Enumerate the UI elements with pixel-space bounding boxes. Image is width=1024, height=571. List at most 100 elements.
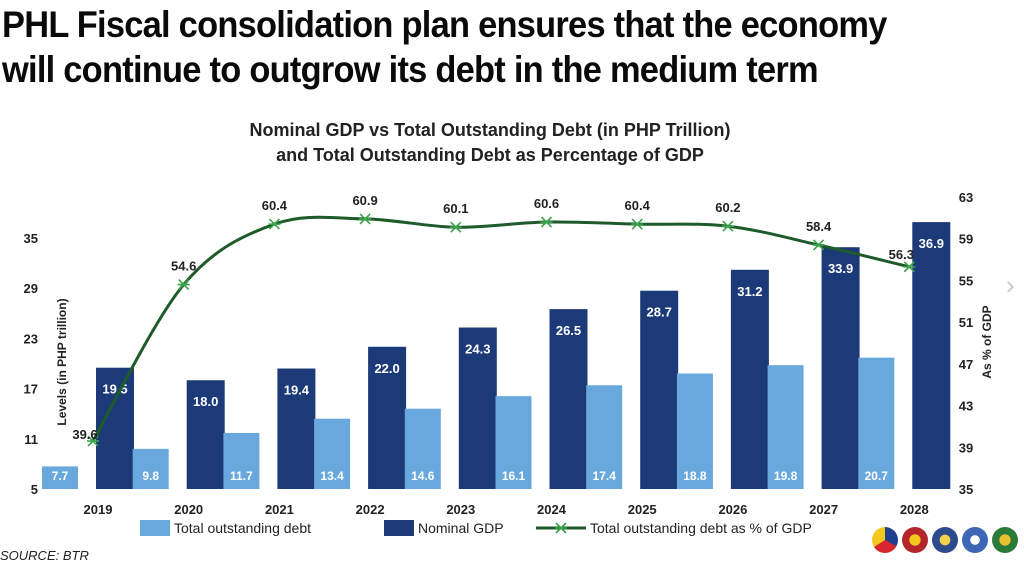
ratio-value-label: 60.1: [443, 201, 468, 216]
gdp-bar: [912, 222, 951, 489]
debt-value-label: 9.8: [142, 469, 159, 483]
ratio-point-marker: [87, 435, 99, 447]
category-label: 2022: [356, 502, 385, 517]
gdp-bar: [549, 309, 588, 489]
category-label: 2024: [537, 502, 567, 517]
chart-title-line-2: and Total Outstanding Debt as Percentage…: [276, 145, 704, 165]
seal-logo: [872, 527, 898, 553]
ratio-point-marker: [631, 218, 644, 230]
debt-value-label: 18.8: [683, 469, 707, 483]
debt-value-label: 14.6: [411, 469, 435, 483]
left-tick-label: 23: [24, 331, 38, 346]
left-axis-label: Levels (in PHP trillion): [55, 298, 69, 425]
category-label: 2028: [900, 502, 929, 517]
gdp-bar: [458, 327, 497, 489]
ratio-point-marker: [812, 239, 825, 251]
gdp-bar: [730, 269, 769, 489]
ratio-point-marker: [449, 221, 462, 233]
chart-title-line-1: Nominal GDP vs Total Outstanding Debt (i…: [249, 120, 731, 140]
category-label: 2027: [809, 502, 838, 517]
seal-logo: [932, 527, 958, 553]
ratio-value-label: 58.4: [806, 219, 832, 234]
debt-value-label: 19.8: [774, 469, 798, 483]
left-tick-label: 5: [31, 482, 38, 497]
ratio-point-marker: [540, 216, 553, 228]
gdp-bar: [368, 346, 407, 489]
ratio-value-label: 56.3: [889, 247, 914, 262]
category-label: 2021: [265, 502, 294, 517]
gdp-bar: [821, 247, 860, 489]
ratio-point-marker: [903, 261, 916, 273]
debt-bar: [495, 396, 532, 489]
debt-value-label: 20.7: [865, 469, 889, 483]
debt-bar: [314, 418, 351, 489]
ratio-value-label: 60.2: [715, 200, 740, 215]
gdp-value-label: 28.7: [647, 305, 672, 320]
right-tick-label: 39: [959, 440, 973, 455]
legend-label-ratio: Total outstanding debt as % of GDP: [590, 520, 812, 536]
ratio-value-label: 60.6: [534, 196, 559, 211]
debt-bar: [132, 448, 169, 489]
debt-bar: [223, 432, 260, 489]
legend-swatch-debt: [140, 520, 170, 536]
gdp-value-label: 18.0: [193, 394, 218, 409]
ratio-point-marker: [359, 213, 372, 225]
right-tick-label: 43: [959, 399, 973, 414]
debt-value-label: 11.7: [230, 469, 253, 483]
gdp-value-label: 36.9: [919, 236, 944, 251]
legend-marker-ratio: [555, 522, 567, 534]
right-tick-label: 51: [959, 315, 973, 330]
right-tick-label: 55: [959, 273, 973, 288]
right-tick-label: 63: [959, 190, 973, 205]
headline: PHL Fiscal consolidation plan ensures th…: [2, 2, 941, 92]
right-tick-label: 47: [959, 357, 973, 372]
category-label: 2023: [446, 502, 475, 517]
legend-label-debt: Total outstanding debt: [174, 520, 311, 536]
headline-line-1: PHL Fiscal consolidation plan ensures th…: [2, 4, 887, 45]
debt-value-label: 17.4: [593, 469, 617, 483]
debt-bar: [42, 466, 78, 489]
gdp-value-label: 33.9: [828, 261, 853, 276]
category-label: 2020: [174, 502, 203, 517]
category-label: 2025: [628, 502, 657, 517]
debt-value-label: 7.7: [52, 469, 69, 483]
debt-value-label: 13.4: [320, 469, 344, 483]
ratio-value-label: 60.4: [625, 198, 651, 213]
left-tick-label: 35: [24, 231, 38, 246]
seal-logo: [992, 527, 1018, 553]
ratio-value-label: 60.4: [262, 198, 288, 213]
debt-bar: [767, 365, 804, 489]
seal-logo: [962, 527, 988, 553]
category-label: 2019: [84, 502, 113, 517]
gdp-value-label: 19.4: [284, 383, 310, 398]
gdp-value-label: 24.3: [465, 342, 490, 357]
ratio-value-label: 39.6: [72, 427, 97, 442]
debt-bar: [404, 408, 441, 489]
source-note: SOURCE: BTR: [0, 548, 89, 563]
ratio-point-marker: [268, 218, 281, 230]
ratio-value-label: 54.6: [171, 259, 196, 274]
ratio-point-marker: [177, 279, 190, 291]
right-tick-label: 59: [959, 232, 973, 247]
gdp-value-label: 31.2: [737, 284, 762, 299]
category-label: 2026: [718, 502, 747, 517]
seal-logo: [902, 527, 928, 553]
headline-line-2: will continue to outgrow its debt in the…: [2, 49, 819, 90]
ratio-point-marker: [721, 220, 734, 232]
debt-bar: [858, 357, 895, 489]
right-axis-label: As % of GDP: [980, 305, 994, 378]
gdp-value-label: 22.0: [374, 361, 399, 376]
agency-logos: [872, 527, 1024, 557]
left-tick-label: 29: [24, 281, 38, 296]
next-arrow-icon[interactable]: ›: [1006, 270, 1015, 300]
debt-bar: [586, 385, 623, 489]
legend-label-gdp: Nominal GDP: [418, 520, 504, 536]
gdp-bar: [96, 367, 134, 489]
debt-value-label: 16.1: [502, 469, 526, 483]
debt-bar: [676, 373, 713, 489]
left-tick-label: 17: [24, 382, 38, 397]
ratio-value-label: 60.9: [352, 193, 377, 208]
gdp-bar: [186, 380, 225, 489]
left-tick-label: 11: [24, 432, 38, 447]
